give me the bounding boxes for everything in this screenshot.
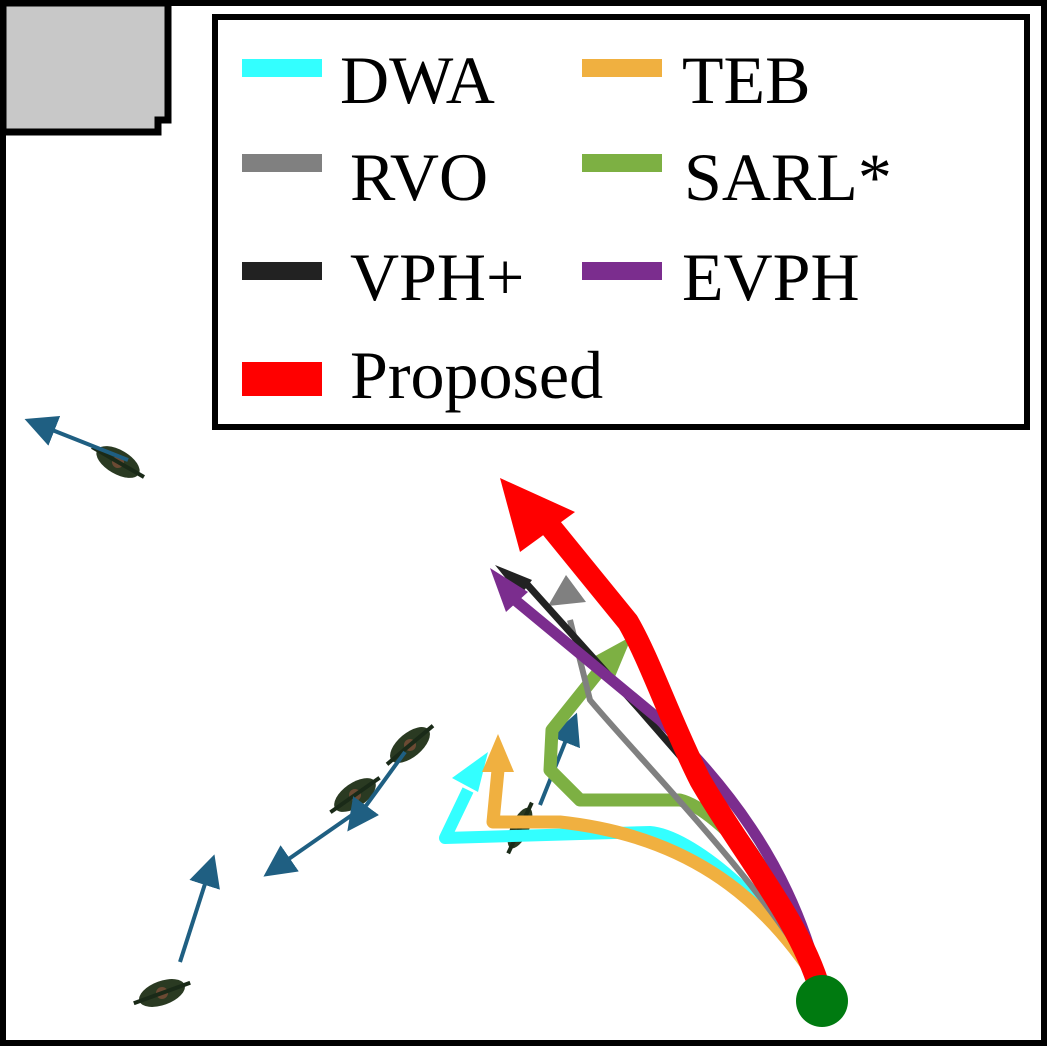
legend-label-evph: EVPH <box>682 239 860 315</box>
pedestrian-arrow <box>24 415 129 462</box>
robot-start-icon <box>796 975 848 1027</box>
legend-label-proposed: Proposed <box>350 337 603 413</box>
legend-swatch-teb <box>582 59 662 77</box>
pedestrian-arrow <box>347 750 407 832</box>
legend-label-teb: TEB <box>682 42 810 118</box>
legend-item-rvo: RVO <box>242 139 488 215</box>
robot-trajectories <box>439 478 831 994</box>
legend-label-dwa: DWA <box>340 42 495 118</box>
trajectory-dwa-head <box>452 752 488 792</box>
pedestrian-arrow <box>178 854 220 963</box>
pedestrian-velocity-arrows <box>24 415 580 963</box>
trajectory-teb-head <box>482 734 514 772</box>
legend-swatch-evph <box>582 262 662 280</box>
legend-swatch-sarl <box>582 154 662 172</box>
pedestrian-arrow <box>538 712 580 806</box>
legend-item-teb: TEB <box>582 42 810 118</box>
trajectory-evph-head <box>490 568 528 612</box>
legend-item-evph: EVPH <box>582 239 860 315</box>
legend-label-rvo: RVO <box>350 139 488 215</box>
legend-label-sarl: SARL* <box>684 139 892 215</box>
legend-swatch-vph <box>242 262 322 280</box>
legend-label-vph: VPH+ <box>350 239 524 315</box>
legend-swatch-proposed <box>242 362 322 396</box>
obstacle-block <box>0 0 172 136</box>
legend-item-proposed: Proposed <box>242 337 603 413</box>
legend-swatch-dwa <box>242 59 322 77</box>
trajectory-rvo-head <box>548 575 586 606</box>
pedestrian-icon <box>133 979 191 1007</box>
trajectory-sarl-head <box>588 636 632 684</box>
trajectory-vph-head <box>495 565 532 596</box>
pedestrian-arrow <box>263 813 354 877</box>
pedestrian-icon <box>385 724 435 766</box>
legend: DWA TEB RVO SARL* VPH+ EVPH Proposed <box>212 14 1030 430</box>
legend-item-sarl: SARL* <box>582 139 892 215</box>
legend-item-vph: VPH+ <box>242 239 524 315</box>
trajectory-proposed <box>536 513 831 994</box>
legend-swatch-rvo <box>242 154 322 172</box>
trajectory-proposed-head <box>500 478 575 552</box>
legend-box <box>212 14 1030 430</box>
legend-item-dwa: DWA <box>242 42 495 118</box>
